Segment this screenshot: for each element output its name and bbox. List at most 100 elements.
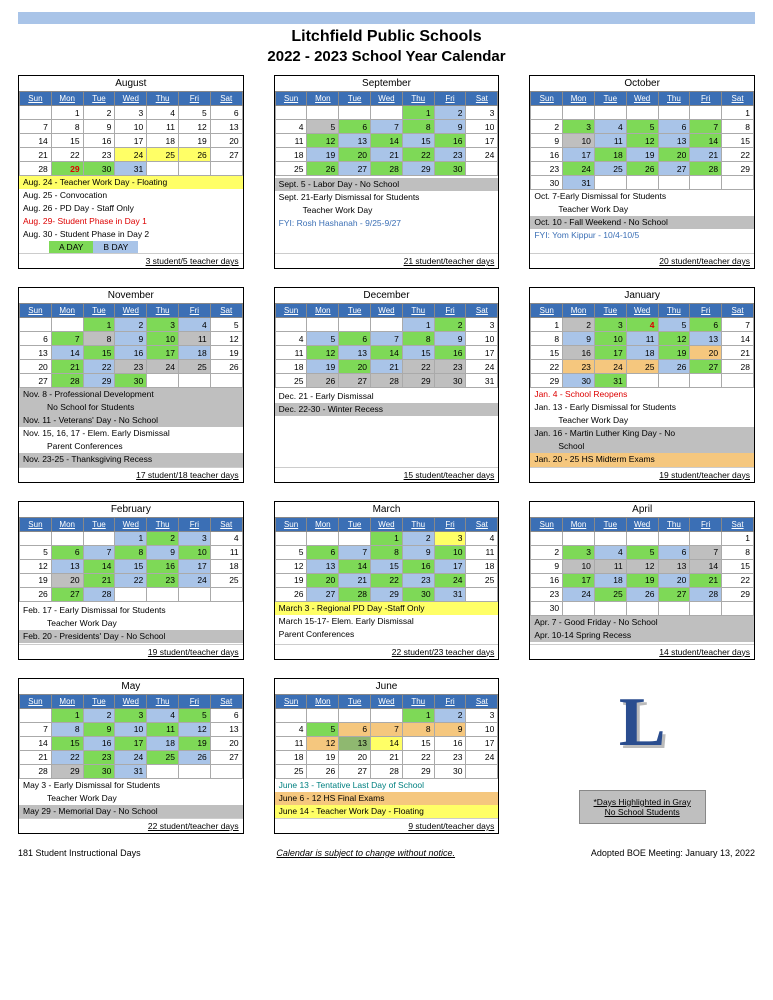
month-may: MaySunMonTueWedThuFriSat1234567891011121…	[18, 678, 244, 834]
footer-right: Adopted BOE Meeting: January 13, 2022	[591, 848, 755, 858]
day-cell: 21	[690, 148, 722, 162]
day-cell: 31	[115, 764, 147, 778]
day-cell: 18	[275, 360, 307, 374]
day-cell: 14	[51, 346, 83, 360]
day-header: Wed	[115, 304, 147, 318]
day-cell	[466, 764, 498, 778]
day-cell: 27	[339, 162, 371, 176]
day-cell: 14	[83, 559, 115, 573]
day-cell: 6	[339, 332, 371, 346]
day-cell: 18	[275, 148, 307, 162]
day-cell: 6	[658, 545, 690, 559]
day-cell: 27	[658, 587, 690, 601]
note: Parent Conferences	[19, 440, 243, 453]
day-cell: 26	[307, 764, 339, 778]
day-cell: 18	[594, 573, 626, 587]
day-cell	[275, 106, 307, 120]
day-cell: 1	[402, 318, 434, 332]
day-cell: 26	[275, 587, 307, 601]
day-cell: 21	[83, 573, 115, 587]
day-cell	[658, 374, 690, 388]
summary: 22 student/teacher days	[19, 818, 243, 833]
day-header: Mon	[307, 517, 339, 531]
day-cell: 7	[371, 722, 403, 736]
day-cell: 16	[402, 559, 434, 573]
day-cell: 6	[210, 106, 242, 120]
day-cell	[307, 708, 339, 722]
month-name: May	[19, 679, 243, 694]
footer-mid: Calendar is subject to change without no…	[276, 848, 455, 858]
day-cell: 26	[307, 162, 339, 176]
day-header: Wed	[626, 517, 658, 531]
day-cell	[51, 318, 83, 332]
day-cell: 11	[594, 559, 626, 573]
day-cell: 28	[83, 587, 115, 601]
summary: 20 student/teacher days	[530, 253, 754, 268]
note: Aug. 25 - Convocation	[19, 189, 243, 202]
day-cell: 6	[339, 120, 371, 134]
day-cell: 5	[210, 318, 242, 332]
month-february: FebruarySunMonTueWedThuFriSat12345678910…	[18, 501, 244, 660]
ab-day-legend: A DAYB DAY	[19, 241, 243, 253]
day-cell: 12	[307, 346, 339, 360]
legend: *Days Highlighted in GrayNo School Stude…	[579, 790, 706, 824]
day-cell: 11	[147, 120, 179, 134]
day-cell: 30	[83, 764, 115, 778]
day-cell	[20, 106, 52, 120]
day-header: Mon	[307, 92, 339, 106]
day-cell: 17	[178, 559, 210, 573]
district-title: Litchfield Public Schools	[18, 28, 755, 46]
month-notes: May 3 - Early Dismissal for StudentsTeac…	[19, 779, 243, 833]
day-header: Sun	[531, 92, 563, 106]
day-header: Sat	[466, 517, 498, 531]
day-cell: 24	[466, 360, 498, 374]
day-header: Sat	[722, 304, 754, 318]
day-cell	[339, 318, 371, 332]
day-cell: 23	[531, 587, 563, 601]
day-cell: 1	[531, 318, 563, 332]
day-cell: 14	[20, 736, 52, 750]
day-cell: 20	[339, 750, 371, 764]
day-cell: 28	[20, 162, 52, 176]
day-cell: 26	[20, 587, 52, 601]
day-header: Thu	[658, 517, 690, 531]
day-cell: 5	[658, 318, 690, 332]
day-cell: 17	[466, 346, 498, 360]
day-header: Mon	[51, 304, 83, 318]
day-header: Sat	[210, 517, 242, 531]
month-december: DecemberSunMonTueWedThuFriSat12345678910…	[274, 287, 500, 482]
day-header: Fri	[178, 304, 210, 318]
day-cell: 24	[115, 750, 147, 764]
month-name: March	[275, 502, 499, 517]
day-cell: 6	[658, 120, 690, 134]
day-cell: 12	[307, 736, 339, 750]
day-header: Thu	[658, 304, 690, 318]
day-cell: 15	[371, 559, 403, 573]
day-cell: 4	[147, 106, 179, 120]
day-cell: 16	[563, 346, 595, 360]
day-cell: 8	[531, 332, 563, 346]
day-cell: 9	[531, 559, 563, 573]
day-cell: 6	[210, 708, 242, 722]
day-cell: 7	[690, 120, 722, 134]
day-cell: 16	[531, 148, 563, 162]
day-cell: 21	[20, 750, 52, 764]
day-cell: 26	[626, 162, 658, 176]
note: Nov. 15, 16, 17 - Elem. Early Dismissal	[19, 427, 243, 440]
day-cell: 29	[51, 162, 83, 176]
day-cell: 8	[402, 332, 434, 346]
note: Apr. 10-14 Spring Recess	[530, 629, 754, 642]
day-header: Tue	[594, 92, 626, 106]
day-cell	[466, 587, 498, 601]
day-cell: 7	[20, 722, 52, 736]
day-cell: 9	[147, 545, 179, 559]
day-cell: 22	[51, 750, 83, 764]
calendar-table: SunMonTueWedThuFriSat1234567891011121314…	[275, 517, 499, 602]
day-cell	[115, 587, 147, 601]
day-cell	[210, 587, 242, 601]
day-cell: 22	[722, 148, 754, 162]
note: Nov. 23-25 - Thanksgiving Recess	[19, 453, 243, 466]
day-cell: 11	[275, 736, 307, 750]
month-name: April	[530, 502, 754, 517]
day-cell: 17	[563, 573, 595, 587]
